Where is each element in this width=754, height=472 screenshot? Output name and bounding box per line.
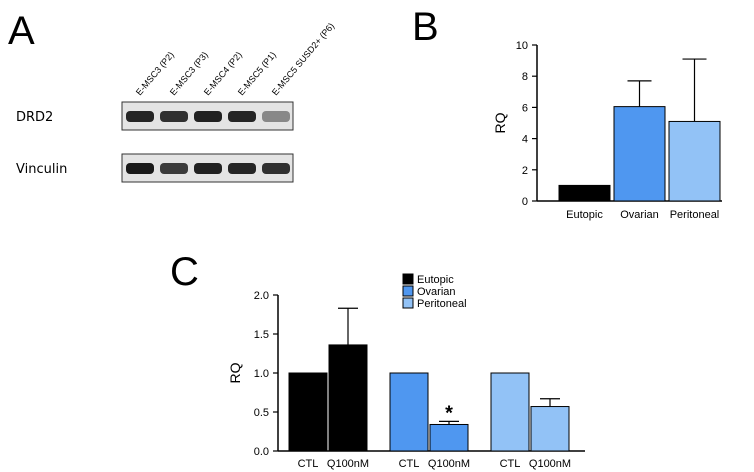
bar: [328, 344, 368, 452]
y-tick-label: 1.5: [254, 329, 269, 341]
lane-label: E-MSC5 SUSD2+ (P6): [270, 21, 336, 97]
lane-labels: E-MSC3 (P2)E-MSC3 (P3)E-MSC4 (P2)E-MSC5 …: [134, 21, 336, 97]
panel-c: C 0.0 0.5 1.0 1.5 2.0 RQ CTL Q100nM CTL Q100nM * CT…: [170, 250, 585, 470]
x-tick-label: Eutopic: [566, 209, 603, 221]
y-tick-label: 4: [522, 134, 528, 146]
panel-b: B 0 2 4 6 8 10 RQ Eutopic Ovarian Peritoneal: [412, 5, 722, 221]
legend-entry: Eutopic: [417, 274, 454, 286]
x-tick-label: CTL: [500, 458, 521, 470]
significance-marker: *: [445, 402, 453, 424]
blot-band: [160, 163, 188, 174]
legend-entry: Peritoneal: [417, 298, 467, 310]
bar: [613, 106, 666, 202]
legend-swatch: [402, 285, 414, 297]
blot-band: [194, 163, 222, 174]
legend-entry: Ovarian: [417, 286, 456, 298]
y-tick-label: 6: [522, 102, 528, 114]
chart-c: 0.0 0.5 1.0 1.5 2.0 RQ CTL Q100nM CTL Q100nM * CTL Q…: [227, 273, 585, 470]
bar: [490, 372, 530, 452]
y-tick-label: 0.5: [254, 407, 269, 419]
x-tick-label: Q100nM: [327, 458, 369, 470]
y-tick-label: 10: [516, 40, 528, 52]
blot-band: [228, 163, 256, 174]
panel-b-letter: B: [412, 5, 439, 49]
x-tick-label: CTL: [399, 458, 420, 470]
bar: [558, 184, 611, 202]
blot-band: [160, 111, 188, 122]
blot-band: [262, 163, 290, 174]
y-tick-label: 2.0: [254, 290, 269, 302]
x-tick-label: Q100nM: [428, 458, 470, 470]
bar: [429, 423, 469, 452]
x-tick-label: Q100nM: [529, 458, 571, 470]
y-axis-label: RQ: [492, 112, 508, 133]
panel-a-letter: A: [8, 9, 35, 53]
blot-label: DRD2: [16, 110, 53, 125]
bar: [530, 406, 570, 452]
blot-band: [126, 111, 154, 122]
chart-b: 0 2 4 6 8 10 RQ Eutopic Ovarian Peritoneal: [492, 40, 722, 221]
blots: DRD2 Vinculin: [16, 101, 294, 183]
x-tick-label: CTL: [298, 458, 319, 470]
blot-band: [262, 111, 290, 122]
panel-c-letter: C: [170, 250, 199, 294]
x-tick-label: Peritoneal: [670, 209, 720, 221]
blot-label: Vinculin: [16, 162, 67, 177]
legend-swatch: [402, 297, 414, 309]
blot-band: [194, 111, 222, 122]
blot-band: [228, 111, 256, 122]
y-axis-label: RQ: [227, 362, 243, 383]
y-tick-label: 0.0: [254, 446, 269, 458]
bar: [668, 120, 721, 202]
legend-swatch: [402, 273, 414, 285]
bar: [389, 372, 429, 452]
y-tick-label: 1.0: [254, 368, 269, 380]
bar: [288, 372, 328, 452]
panel-a: A E-MSC3 (P2)E-MSC3 (P3)E-MSC4 (P2)E-MSC…: [8, 9, 336, 183]
y-tick-label: 2: [522, 165, 528, 177]
y-tick-label: 8: [522, 71, 528, 83]
x-tick-label: Ovarian: [620, 209, 659, 221]
y-tick-label: 0: [522, 196, 528, 208]
blot-band: [126, 163, 154, 174]
